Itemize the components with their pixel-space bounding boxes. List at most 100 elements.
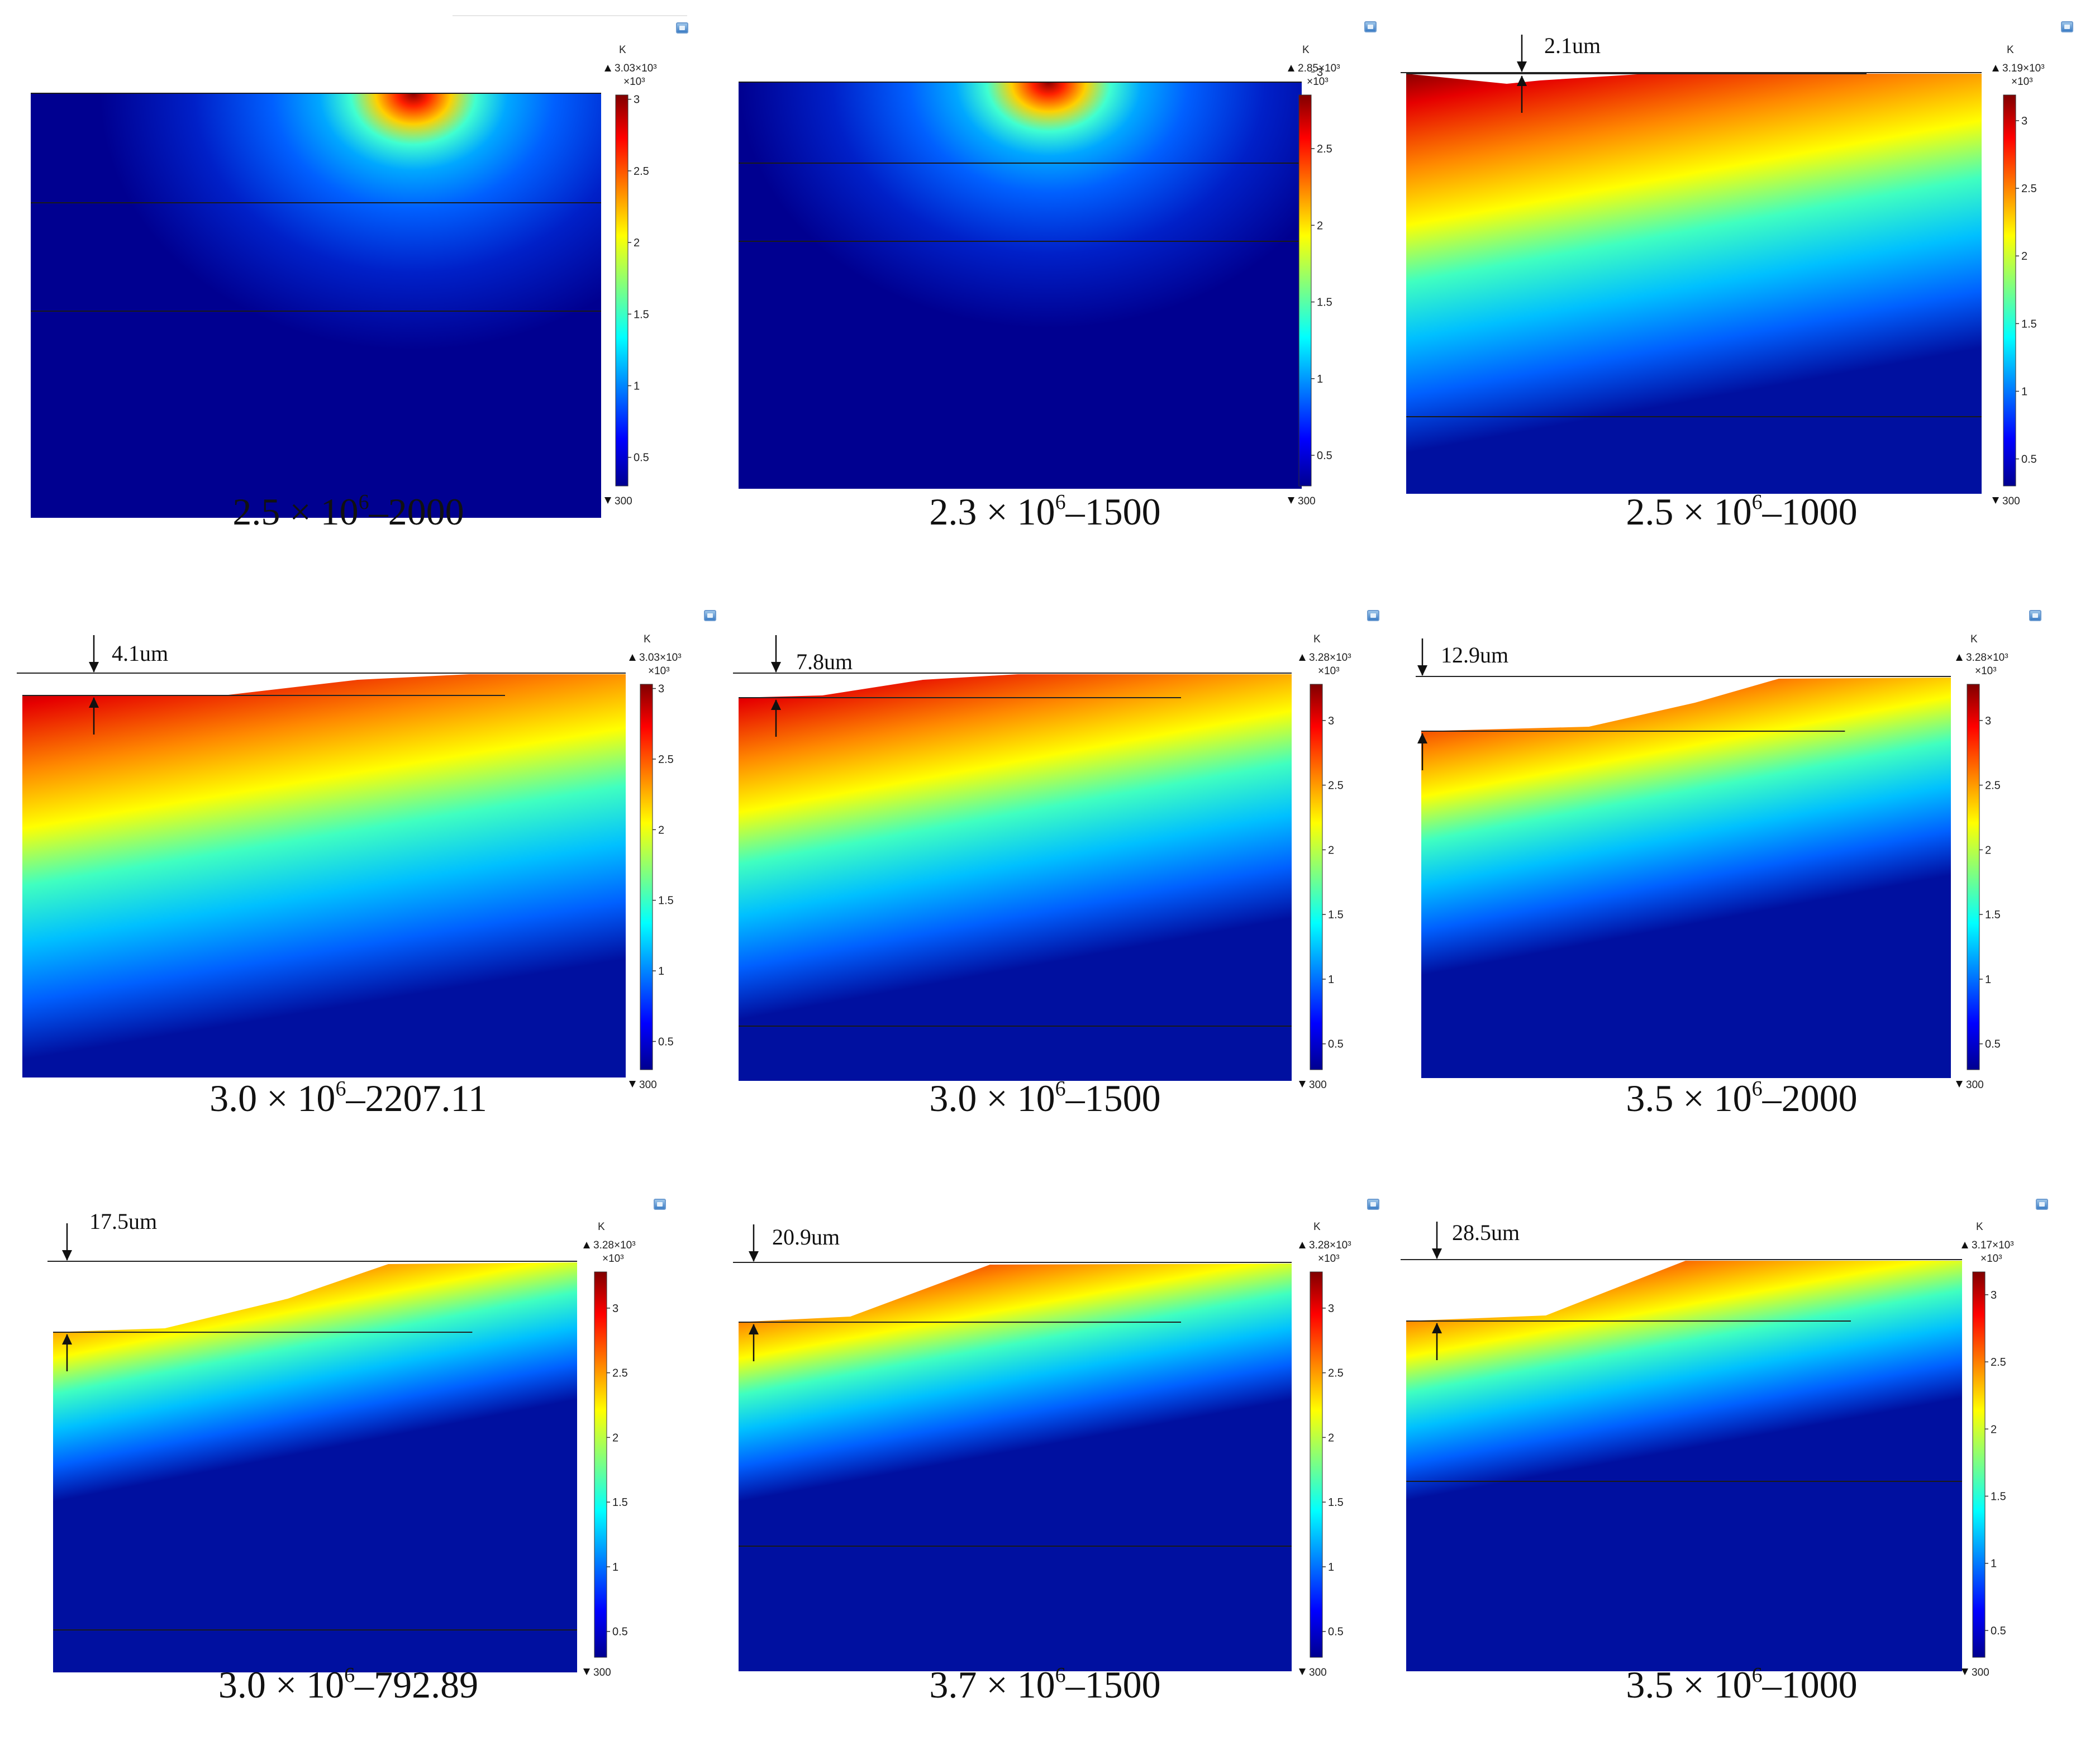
- window-icon[interactable]: [2061, 21, 2073, 32]
- caption-exponent: 6: [1055, 1077, 1066, 1100]
- colorbar-tick-label: 2.5: [2021, 183, 2037, 195]
- panel-caption: 3.5 × 106–2000: [1393, 1076, 2090, 1121]
- colorbar-tick-label: 0.5: [1985, 1038, 2001, 1051]
- window-icon[interactable]: [704, 610, 716, 621]
- colorbar-unit: K: [598, 1221, 605, 1233]
- simulation-panel-p6: 12.9um 3 2.5 2 1.5 1 0.5 K 3.28×10³ ×10³ 300 3.5 × …: [1393, 588, 2090, 1175]
- window-icon[interactable]: [2029, 610, 2041, 621]
- arrowhead-up-icon: [1432, 1323, 1442, 1333]
- colorbar-multiplier: ×10³: [648, 665, 670, 677]
- colorbar-tick-label: 1.5: [1991, 1490, 2006, 1503]
- arrowhead-down-icon: [89, 662, 99, 673]
- window-icon[interactable]: [1367, 1199, 1379, 1210]
- arrowhead-up-icon: [62, 1334, 72, 1345]
- max-triangle-icon: [1962, 1242, 1968, 1248]
- colorbar-tick-label: 1: [1328, 1561, 1334, 1574]
- colorbar-tick-label: 3: [1317, 66, 1323, 79]
- melt-pool-region: [739, 674, 1292, 1081]
- melt-pool-region: [22, 674, 626, 1078]
- max-triangle-icon: [1956, 654, 1963, 661]
- caption-tail: –1500: [1065, 1077, 1161, 1119]
- colorbar-unit: K: [2007, 44, 2014, 56]
- melt-pool-region: [1406, 74, 1982, 494]
- colorbar-tick-label: 2: [1317, 220, 1323, 232]
- colorbar-tick-label: 1: [2021, 385, 2027, 398]
- colorbar-tick-label: 1.5: [634, 308, 649, 321]
- colorbar-min-label: 300: [639, 1079, 657, 1091]
- colorbar-max-label: 3.19×10³: [2002, 63, 2045, 74]
- colorbar-max-label: 3.28×10³: [1309, 652, 1351, 664]
- colorbar-multiplier: ×10³: [1318, 665, 1340, 677]
- colorbar-tick-label: 2.5: [1985, 780, 2001, 792]
- window-icon[interactable]: [2036, 1199, 2048, 1210]
- colorbar: [1310, 684, 1323, 1070]
- caption-exponent: 6: [1751, 1077, 1763, 1100]
- colorbar-tick-label: 3: [634, 94, 640, 106]
- arrowhead-up-icon: [749, 1324, 759, 1334]
- melt-pool-region: [1406, 1261, 1962, 1671]
- colorbar-unit: K: [644, 633, 651, 645]
- caption-base: 3.5 × 10: [1626, 1663, 1752, 1706]
- colorbar-tick-label: 3: [1328, 1303, 1334, 1315]
- max-triangle-icon: [604, 65, 611, 71]
- caption-base: 3.0 × 10: [929, 1077, 1055, 1119]
- panel-caption: 2.5 × 106–1000: [1393, 490, 2090, 534]
- caption-tail: –792.89: [355, 1663, 479, 1706]
- colorbar: [615, 94, 629, 487]
- colorbar-unit: K: [1976, 1221, 1983, 1233]
- arrowhead-up-icon: [771, 699, 781, 710]
- colorbar-tick-label: 1.5: [1328, 909, 1344, 921]
- window-icon[interactable]: [1364, 21, 1377, 32]
- colorbar-tick-label: 1.5: [2021, 318, 2037, 330]
- window-icon[interactable]: [676, 22, 688, 34]
- min-triangle-icon: [583, 1668, 590, 1675]
- caption-base: 2.3 × 10: [929, 490, 1055, 533]
- temperature-field-plot: 17.5um 3 2.5 2 1.5 1 0.5 K 3.28×10³ ×10³ 300: [47, 1209, 636, 1679]
- panel-caption: 3.0 × 106–1500: [697, 1076, 1393, 1121]
- colorbar-tick-label: 1: [612, 1561, 618, 1574]
- colorbar-tick-label: 0.5: [1317, 450, 1332, 462]
- colorbar-max-label: 3.28×10³: [1309, 1239, 1351, 1251]
- colorbar-tick-label: 2.5: [1991, 1356, 2006, 1369]
- caption-exponent: 6: [1055, 1663, 1066, 1687]
- colorbar-multiplier: ×10³: [2011, 76, 2033, 88]
- colorbar-tick-label: 3: [1991, 1289, 1997, 1301]
- colorbar-tick-label: 0.5: [1328, 1626, 1344, 1638]
- colorbar-min-label: 300: [1298, 495, 1316, 507]
- max-triangle-icon: [1288, 65, 1294, 71]
- colorbar-tick-label: 0.5: [612, 1626, 628, 1638]
- colorbar-tick-label: 2: [634, 237, 640, 249]
- colorbar-max-label: 3.03×10³: [639, 652, 682, 664]
- colorbar-tick-label: 2: [1328, 844, 1334, 856]
- colorbar-tick-label: 2.5: [1317, 143, 1332, 155]
- melt-pool-region: [1421, 678, 1951, 1078]
- depth-label: 20.9um: [772, 1224, 840, 1250]
- colorbar-tick-label: 2.5: [1328, 1367, 1344, 1380]
- colorbar: [594, 1271, 607, 1658]
- colorbar-min-label: 300: [1309, 1667, 1327, 1679]
- caption-tail: –1000: [1762, 490, 1858, 533]
- colorbar-min-label: 300: [593, 1667, 611, 1679]
- temperature-field-plot: 2.1um 3 2.5 2 1.5 1 0.5 K 3.19×10³ ×10³ 300: [1401, 33, 2045, 507]
- temperature-field-plot: 12.9um 3 2.5 2 1.5 1 0.5 K 3.28×10³×10³ 300: [1416, 633, 2008, 1091]
- min-triangle-icon: [1956, 1081, 1963, 1088]
- max-triangle-icon: [583, 1242, 590, 1248]
- window-icon[interactable]: [1367, 610, 1379, 621]
- colorbar-tick-label: 2.5: [634, 165, 649, 178]
- colorbar-min-label: 300: [2002, 495, 2020, 507]
- colorbar-tick-label: 2.5: [1328, 780, 1344, 792]
- simulation-panel-p5: 7.8um 3 2.5 2 1.5 1 0.5 K 3.28×10³ ×10³ 300 3.0 × 1…: [697, 588, 1393, 1175]
- window-icon[interactable]: [654, 1199, 666, 1210]
- simulation-panel-p2: 3 2.5 2 1.5 1 0.5 K 2.85×10³ ×10³ 300 2.3 × 106–15…: [697, 0, 1393, 588]
- panel-caption: 2.3 × 106–1500: [697, 490, 1393, 534]
- colorbar-min-label: 300: [1972, 1667, 1989, 1679]
- caption-tail: –2000: [369, 490, 464, 533]
- colorbar-min-label: 300: [1966, 1079, 1984, 1091]
- colorbar-tick-label: 1.5: [658, 895, 674, 907]
- arrowhead-down-icon: [1432, 1248, 1442, 1259]
- caption-base: 3.5 × 10: [1626, 1077, 1752, 1119]
- min-triangle-icon: [1299, 1668, 1306, 1675]
- colorbar-tick-label: 0.5: [2021, 454, 2037, 466]
- colorbar-unit: K: [1970, 633, 1978, 645]
- colorbar-tick-label: 2.5: [612, 1367, 628, 1380]
